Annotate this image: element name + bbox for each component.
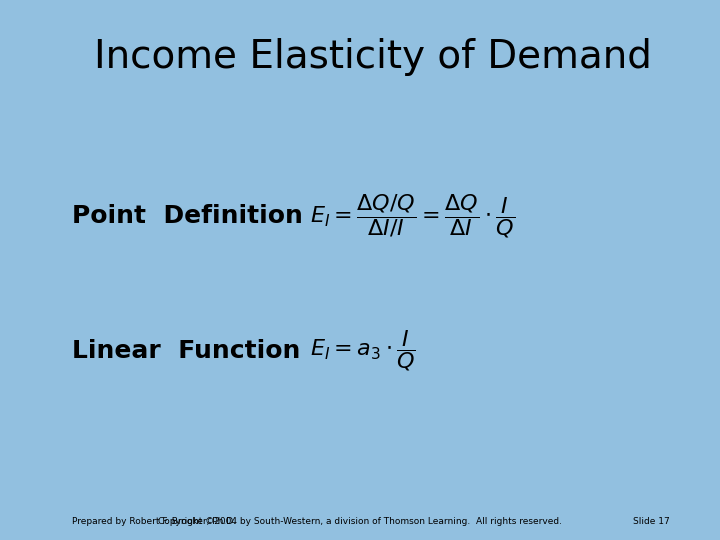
Text: Point  Definition: Point Definition — [72, 204, 303, 228]
Text: Prepared by Robert F. Brooker, Ph.D.: Prepared by Robert F. Brooker, Ph.D. — [72, 517, 236, 525]
Text: Slide 17: Slide 17 — [633, 517, 670, 525]
Text: $E_I = \dfrac{\Delta Q / Q}{\Delta I / I} = \dfrac{\Delta Q}{\Delta I} \cdot \df: $E_I = \dfrac{\Delta Q / Q}{\Delta I / I… — [310, 192, 515, 240]
Text: Copyright ©2004 by South-Western, a division of Thomson Learning.  All rights re: Copyright ©2004 by South-Western, a divi… — [158, 517, 562, 525]
Text: Linear  Function: Linear Function — [72, 339, 300, 363]
Text: Income Elasticity of Demand: Income Elasticity of Demand — [94, 38, 652, 76]
Text: $E_I = a_3 \cdot \dfrac{I}{Q}$: $E_I = a_3 \cdot \dfrac{I}{Q}$ — [310, 328, 415, 374]
